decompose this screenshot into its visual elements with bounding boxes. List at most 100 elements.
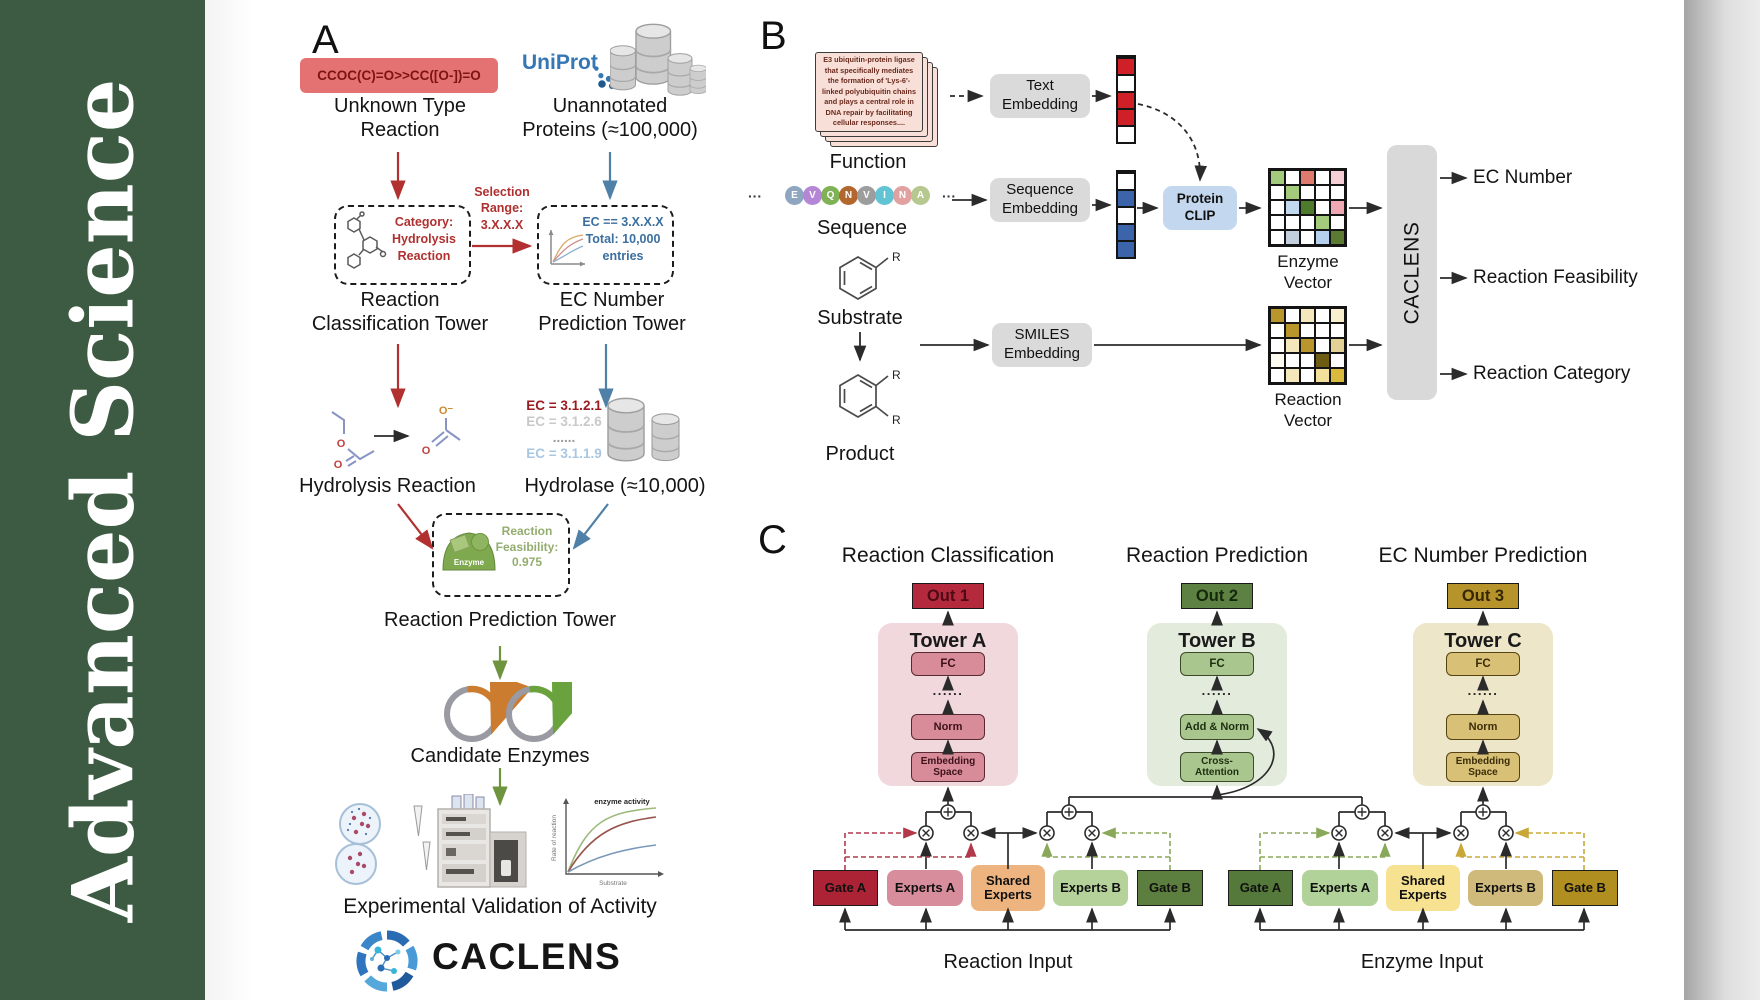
tower-a-embedding-space: Embedding Space bbox=[911, 752, 985, 782]
moe-box: Experts A bbox=[887, 870, 963, 906]
petri-dish-icon bbox=[335, 803, 431, 885]
matrix-cell bbox=[1330, 185, 1345, 200]
molecule-cluster-icon bbox=[347, 211, 387, 269]
vector-cell bbox=[1118, 57, 1134, 74]
tower-c-name: Tower C bbox=[1444, 630, 1522, 652]
matrix-cell bbox=[1270, 200, 1285, 215]
tower-c-embedding-space: Embedding Space bbox=[1446, 752, 1520, 782]
caclens-wordmark: CACLENS bbox=[432, 936, 622, 977]
enzyme-vector-label: Enzyme Vector bbox=[1277, 252, 1339, 292]
substrate-label: Substrate bbox=[817, 307, 903, 329]
reaction-input-label: Reaction Input bbox=[943, 951, 1073, 973]
matrix-cell bbox=[1330, 230, 1345, 245]
protein-clip-box: Protein CLIP bbox=[1163, 186, 1237, 230]
residue-circle: A bbox=[911, 186, 930, 205]
ec-number-item: EC = 3.1.2.6 bbox=[526, 414, 602, 429]
matrix-cell bbox=[1300, 170, 1315, 185]
tower-a-fc: FC bbox=[911, 652, 985, 676]
matrix-cell bbox=[1270, 353, 1285, 368]
vector-cell bbox=[1118, 125, 1134, 142]
tower-a-name: Tower A bbox=[909, 630, 987, 652]
matrix-cell bbox=[1300, 230, 1315, 245]
matrix-cell bbox=[1330, 323, 1345, 338]
sequence-ellipsis-left: ··· bbox=[748, 188, 762, 204]
enzyme-word: Enzyme bbox=[454, 558, 485, 567]
matrix-cell bbox=[1285, 200, 1300, 215]
matrix-cell bbox=[1285, 170, 1300, 185]
vector-cell bbox=[1118, 223, 1134, 240]
matrix-cell bbox=[1315, 230, 1330, 245]
out-1-box: Out 1 bbox=[912, 583, 984, 609]
protein-database-icon bbox=[610, 23, 706, 96]
ec-total-entries-label: EC == 3.X.X.X Total: 10,000 entries bbox=[582, 215, 664, 263]
matrix-cell bbox=[1330, 353, 1345, 368]
enzyme-vector-matrix bbox=[1268, 168, 1347, 247]
matrix-cell bbox=[1330, 215, 1345, 230]
matrix-cell bbox=[1285, 308, 1300, 323]
title-ec-number-prediction: EC Number Prediction bbox=[1378, 544, 1588, 567]
matrix-cell bbox=[1330, 338, 1345, 353]
tower-b: Tower B FC ...... Add & Norm Cross- Atte… bbox=[1147, 623, 1287, 786]
matrix-cell bbox=[1315, 338, 1330, 353]
reaction-classification-tower-label: Reaction Classification Tower bbox=[311, 289, 489, 336]
enzyme-input-label: Enzyme Input bbox=[1360, 951, 1484, 973]
candidate-enzymes-label: Candidate Enzymes bbox=[410, 745, 590, 767]
sequence-ellipsis-right: ··· bbox=[942, 188, 956, 204]
matrix-cell bbox=[1315, 368, 1330, 383]
hplc-instrument-icon bbox=[437, 794, 527, 888]
reaction-prediction-tower-label: Reaction Prediction Tower bbox=[384, 609, 616, 631]
page-left-shadow bbox=[205, 0, 285, 1000]
moe-box: Gate B bbox=[1137, 870, 1203, 906]
residue-circle: Q bbox=[821, 186, 840, 205]
tower-b-cross-attention: Cross- Attention bbox=[1180, 752, 1254, 782]
matrix-cell bbox=[1300, 308, 1315, 323]
matrix-cell bbox=[1270, 170, 1285, 185]
residue-circle: N bbox=[893, 186, 912, 205]
matrix-cell bbox=[1300, 200, 1315, 215]
moe-box: Gate A bbox=[813, 870, 878, 906]
hydrolase-database-icon bbox=[607, 397, 680, 462]
tower-c-fc: FC bbox=[1446, 652, 1520, 676]
out-2-box: Out 2 bbox=[1181, 583, 1253, 609]
text-embedding-box: Text Embedding bbox=[990, 74, 1090, 118]
panel-c-label: C bbox=[758, 518, 787, 562]
residue-circle: I bbox=[875, 186, 894, 205]
matrix-cell bbox=[1270, 185, 1285, 200]
product-molecule-icon: R R bbox=[839, 368, 901, 427]
matrix-cell bbox=[1315, 353, 1330, 368]
vector-cell bbox=[1118, 108, 1134, 125]
function-label: Function bbox=[829, 151, 907, 173]
product-label: Product bbox=[825, 443, 895, 465]
title-reaction-classification: Reaction Classification bbox=[841, 544, 1055, 567]
svg-text:O: O bbox=[337, 438, 346, 450]
matrix-cell bbox=[1285, 353, 1300, 368]
tower-b-name: Tower B bbox=[1178, 630, 1256, 652]
matrix-cell bbox=[1285, 215, 1300, 230]
matrix-cell bbox=[1300, 353, 1315, 368]
moe-box: Experts B bbox=[1053, 870, 1128, 906]
tower-a-norm: Norm bbox=[911, 714, 985, 740]
residue-circle: N bbox=[839, 186, 858, 205]
matrix-cell bbox=[1285, 323, 1300, 338]
ec-number-list: EC = 3.1.2.1 EC = 3.1.2.6...... EC = 3.1.1… bbox=[522, 398, 606, 462]
ec-number-item: EC = 3.1.2.1 bbox=[526, 398, 602, 413]
text-embedding-vector bbox=[1116, 55, 1136, 144]
reaction-vector-matrix bbox=[1268, 306, 1347, 385]
caclens-model-label: CACLENS bbox=[1400, 221, 1424, 324]
vector-cell bbox=[1118, 91, 1134, 108]
matrix-cell bbox=[1270, 215, 1285, 230]
acetate-molecule-icon: O⁻ O bbox=[422, 405, 461, 457]
substrate-molecule-icon: R bbox=[839, 250, 901, 300]
hydrolase-label: Hydrolase (≈10,000) bbox=[524, 475, 706, 497]
uniprot-logo-text: UniProt bbox=[522, 51, 598, 74]
matrix-cell bbox=[1330, 200, 1345, 215]
ec-curves-icon bbox=[548, 230, 585, 267]
output-ec-number: EC Number bbox=[1473, 167, 1573, 188]
enzyme-activity-plot: enzyme activity Rate of reaction Substra… bbox=[551, 797, 664, 887]
out-3-box: Out 3 bbox=[1447, 583, 1519, 609]
ester-molecule-icon: O O bbox=[331, 411, 375, 471]
residue-circle: V bbox=[803, 186, 822, 205]
reaction-input-group: Gate A Experts A Shared Experts Experts B Ga… bbox=[813, 865, 1203, 920]
reaction-feasibility-dashed-box bbox=[432, 513, 570, 597]
